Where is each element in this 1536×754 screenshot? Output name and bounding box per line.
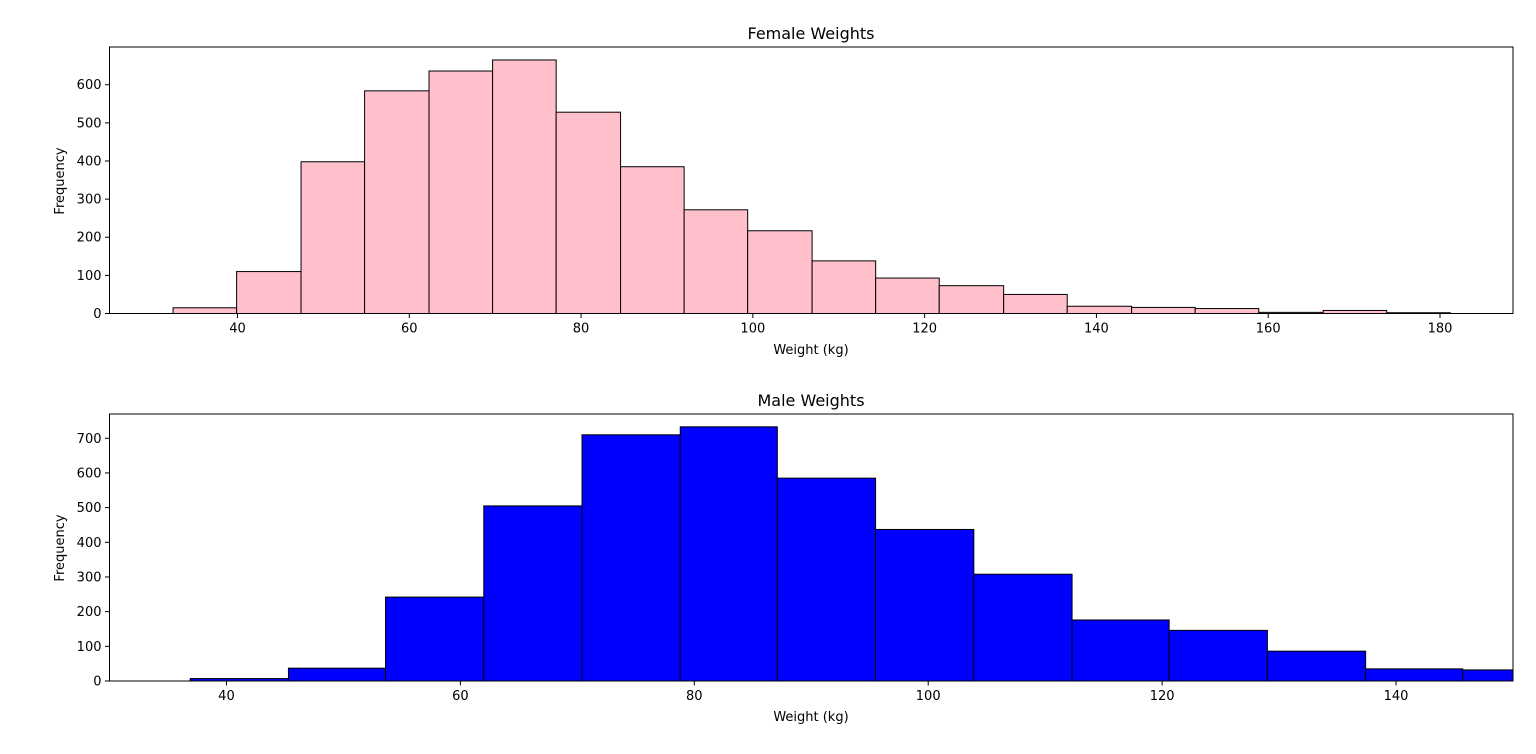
y-tick-label: 500 [77, 501, 102, 516]
histogram-bar [875, 277, 940, 314]
histogram-bar [1131, 306, 1196, 314]
histogram-bar [1168, 629, 1268, 681]
x-tick-label: 140 [1084, 322, 1109, 337]
x-tick-label: 60 [452, 689, 469, 704]
x-tick-label: 60 [401, 322, 418, 337]
histogram-bar [492, 59, 557, 314]
y-tick-label: 200 [77, 605, 102, 620]
chart-title: Male Weights [757, 391, 864, 410]
x-tick-label: 40 [218, 689, 235, 704]
histogram-bar [875, 528, 975, 681]
x-tick-label: 140 [1384, 689, 1409, 704]
histogram-bar [385, 596, 485, 681]
y-tick-label: 500 [77, 116, 102, 131]
histogram-bar [172, 307, 238, 314]
histogram-bar [1066, 305, 1133, 314]
chart-title: Female Weights [747, 24, 874, 43]
male-weights-histogram: Male Weights Weight (kg) Frequency 40 60 8… [53, 391, 1514, 725]
histogram-bar [683, 209, 749, 314]
histogram-bar [973, 573, 1073, 681]
histogram-bar [1266, 650, 1367, 681]
x-tick-label: 180 [1428, 322, 1453, 337]
y-tick-label: 400 [77, 154, 102, 169]
bars [189, 426, 1513, 681]
x-tick-label: 100 [740, 322, 765, 337]
histogram-bar [581, 434, 681, 681]
histogram-bar [811, 260, 877, 314]
histogram-bar [1003, 293, 1068, 314]
histogram-bar [747, 230, 813, 314]
histogram-bar [364, 90, 430, 314]
histogram-bar [1462, 669, 1513, 681]
histogram-bar [236, 271, 302, 314]
y-axis-label: Frequency [53, 514, 68, 581]
histogram-bar [776, 477, 877, 681]
histogram-bar [679, 426, 778, 681]
y-tick-label: 0 [93, 675, 101, 690]
histogram-bar [483, 505, 583, 681]
plot-frame [109, 413, 1514, 682]
histogram-bar [1071, 619, 1170, 681]
histogram-bar [620, 166, 685, 314]
histogram-bar [428, 70, 494, 314]
histogram-bar [555, 111, 622, 314]
x-tick-label: 80 [686, 689, 703, 704]
female-weights-histogram: Female Weights Weight (kg) Frequency 40 6… [53, 24, 1514, 358]
x-axis-label: Weight (kg) [773, 343, 848, 358]
bars [172, 59, 1451, 314]
plot-frame [109, 46, 1514, 314]
y-tick-label: 300 [77, 570, 102, 585]
x-axis-label: Weight (kg) [773, 710, 848, 725]
y-tick-label: 600 [77, 78, 102, 93]
histogram-bar [300, 161, 366, 314]
y-tick-label: 100 [77, 269, 102, 284]
x-tick-label: 80 [573, 322, 590, 337]
y-tick-label: 400 [77, 536, 102, 551]
x-tick-label: 120 [912, 322, 937, 337]
x-tick-label: 120 [1150, 689, 1175, 704]
histogram-bar [1365, 668, 1464, 681]
y-tick-label: 300 [77, 193, 102, 208]
histogram-bar [287, 667, 387, 681]
histogram-bar [1194, 308, 1260, 314]
y-tick-label: 200 [77, 231, 102, 246]
histogram-bar [938, 285, 1005, 314]
x-tick-label: 100 [916, 689, 941, 704]
x-tick-label: 40 [229, 322, 246, 337]
y-axis-label: Frequency [53, 147, 68, 214]
y-tick-label: 0 [93, 307, 101, 322]
y-tick-label: 100 [77, 640, 102, 655]
y-tick-label: 700 [77, 432, 102, 447]
y-tick-label: 600 [77, 466, 102, 481]
x-tick-label: 160 [1256, 322, 1281, 337]
